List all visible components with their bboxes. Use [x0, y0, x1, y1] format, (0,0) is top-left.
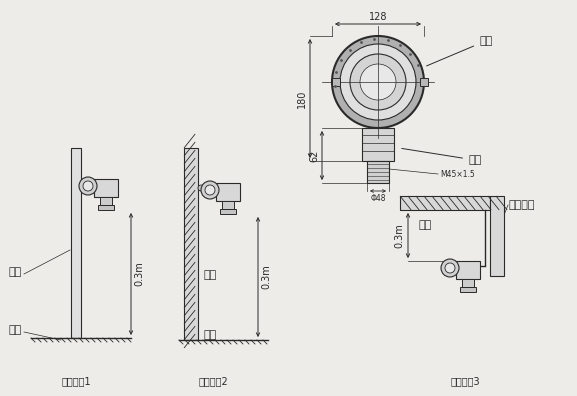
Bar	[220, 209, 236, 214]
Text: 顶面: 顶面	[418, 220, 431, 230]
Text: 地面: 地面	[8, 325, 21, 335]
Text: 0.3m: 0.3m	[394, 223, 404, 248]
Text: 安装方式2: 安装方式2	[198, 376, 228, 386]
Text: 0.3m: 0.3m	[261, 265, 271, 289]
Bar	[462, 279, 474, 287]
Text: 安装支架: 安装支架	[508, 200, 534, 210]
Bar	[400, 196, 490, 210]
Bar	[420, 78, 428, 86]
Circle shape	[445, 263, 455, 273]
Bar	[367, 161, 389, 183]
Text: 128: 128	[369, 12, 387, 22]
Bar	[184, 148, 198, 340]
Bar	[490, 196, 504, 276]
Bar	[216, 183, 240, 201]
Text: 壳体: 壳体	[426, 36, 492, 66]
Text: 地面: 地面	[203, 330, 216, 340]
Text: 立柱: 立柱	[8, 267, 21, 277]
Circle shape	[83, 181, 93, 191]
Text: 安装方式1: 安装方式1	[61, 376, 91, 386]
Bar	[456, 261, 480, 279]
Bar	[98, 205, 114, 210]
Circle shape	[205, 185, 215, 195]
Circle shape	[198, 185, 204, 191]
Circle shape	[340, 44, 416, 120]
Text: 安装方式3: 安装方式3	[450, 376, 480, 386]
Text: 180: 180	[297, 89, 307, 108]
Bar	[332, 78, 340, 86]
Circle shape	[360, 64, 396, 100]
Bar	[94, 179, 118, 197]
Text: Φ48: Φ48	[370, 194, 386, 203]
Bar	[362, 128, 394, 161]
Circle shape	[332, 36, 424, 128]
Text: 62: 62	[309, 149, 319, 162]
Text: 墙面: 墙面	[203, 270, 216, 280]
Text: M45×1.5: M45×1.5	[440, 169, 475, 179]
Bar	[460, 287, 476, 292]
Circle shape	[441, 259, 459, 277]
Circle shape	[350, 54, 406, 110]
Circle shape	[201, 181, 219, 199]
Circle shape	[79, 177, 97, 195]
Bar	[100, 197, 112, 205]
Text: 气室: 气室	[402, 148, 481, 165]
Text: 0.3m: 0.3m	[134, 262, 144, 286]
Bar	[222, 201, 234, 209]
Bar	[71, 148, 81, 338]
Circle shape	[81, 181, 87, 187]
